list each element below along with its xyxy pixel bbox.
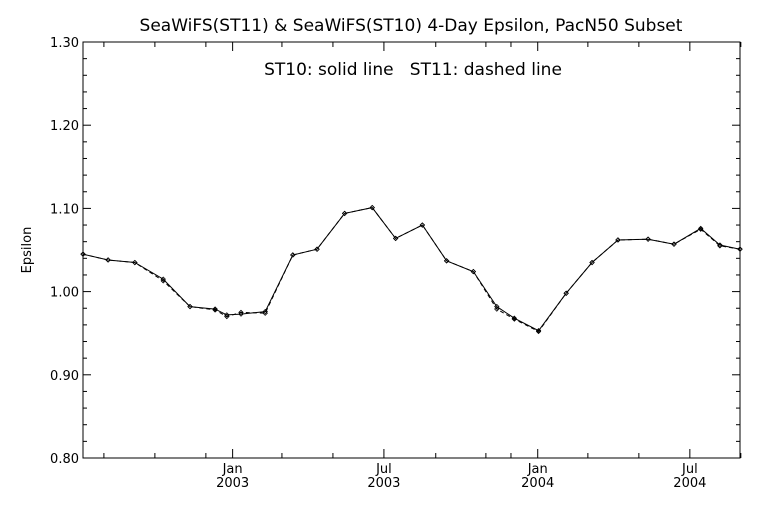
data-point-st11 bbox=[698, 226, 704, 232]
plot-frame bbox=[82, 41, 741, 459]
x-tick-label: Jan bbox=[527, 462, 548, 477]
series-line-st10 bbox=[82, 207, 741, 332]
data-point-st11 bbox=[563, 290, 569, 296]
y-axis-label: Epsilon bbox=[20, 227, 35, 274]
data-point-st11 bbox=[105, 257, 111, 263]
data-point-st11 bbox=[494, 306, 500, 312]
data-point-st11 bbox=[212, 307, 218, 313]
y-tick-label: 1.30 bbox=[50, 36, 79, 51]
series-line-st11 bbox=[82, 207, 741, 333]
y-tick-label: 0.80 bbox=[50, 452, 79, 467]
x-tick-label: Jul bbox=[681, 462, 698, 477]
data-point-st11 bbox=[535, 328, 542, 335]
data-series bbox=[80, 204, 743, 335]
data-point-st11 bbox=[262, 310, 268, 316]
data-point-st11 bbox=[80, 251, 86, 257]
data-point-st11 bbox=[369, 204, 375, 211]
y-tick-label: 1.10 bbox=[50, 202, 79, 217]
data-point-st11 bbox=[717, 243, 723, 249]
data-point-st11 bbox=[419, 222, 426, 228]
data-point-st11 bbox=[443, 258, 450, 264]
x-tick-label: Jan bbox=[222, 462, 243, 477]
x-tick-year-label: 2003 bbox=[367, 476, 400, 491]
data-point-st11 bbox=[511, 316, 518, 322]
x-tick-year-label: 2004 bbox=[521, 476, 554, 491]
y-tick-label: 0.90 bbox=[50, 369, 79, 384]
y-tick-label: 1.20 bbox=[50, 119, 79, 134]
data-point-st11 bbox=[392, 235, 399, 242]
data-point-st10 bbox=[717, 242, 723, 248]
x-tick-year-label: 2003 bbox=[216, 476, 249, 491]
data-point-st11 bbox=[615, 237, 621, 243]
y-axis: 0.80 0.90 1.00 1.10 1.20 1.30 bbox=[50, 36, 740, 467]
data-point-st11 bbox=[238, 309, 244, 316]
data-point-st11 bbox=[290, 252, 296, 258]
data-point-st11 bbox=[341, 210, 348, 217]
chart-title: SeaWiFS(ST11) & SeaWiFS(ST10) 4-Day Epsi… bbox=[140, 16, 683, 36]
data-point-st11 bbox=[645, 236, 651, 242]
line-style-legend: ST10: solid line ST11: dashed line bbox=[264, 60, 562, 80]
x-tick-year-label: 2004 bbox=[673, 476, 706, 491]
data-point-st11 bbox=[160, 278, 166, 284]
data-point-st11 bbox=[589, 259, 595, 266]
data-point-st11 bbox=[224, 313, 230, 320]
x-tick-label: Jul bbox=[375, 462, 392, 477]
data-point-st11 bbox=[671, 241, 677, 247]
data-point-st11 bbox=[470, 268, 477, 275]
data-point-st11 bbox=[187, 303, 193, 310]
data-point-st11 bbox=[132, 259, 138, 266]
data-point-st11 bbox=[314, 246, 320, 252]
y-tick-label: 1.00 bbox=[50, 286, 79, 301]
data-point-st10 bbox=[698, 225, 704, 232]
data-point-st11 bbox=[737, 246, 743, 252]
